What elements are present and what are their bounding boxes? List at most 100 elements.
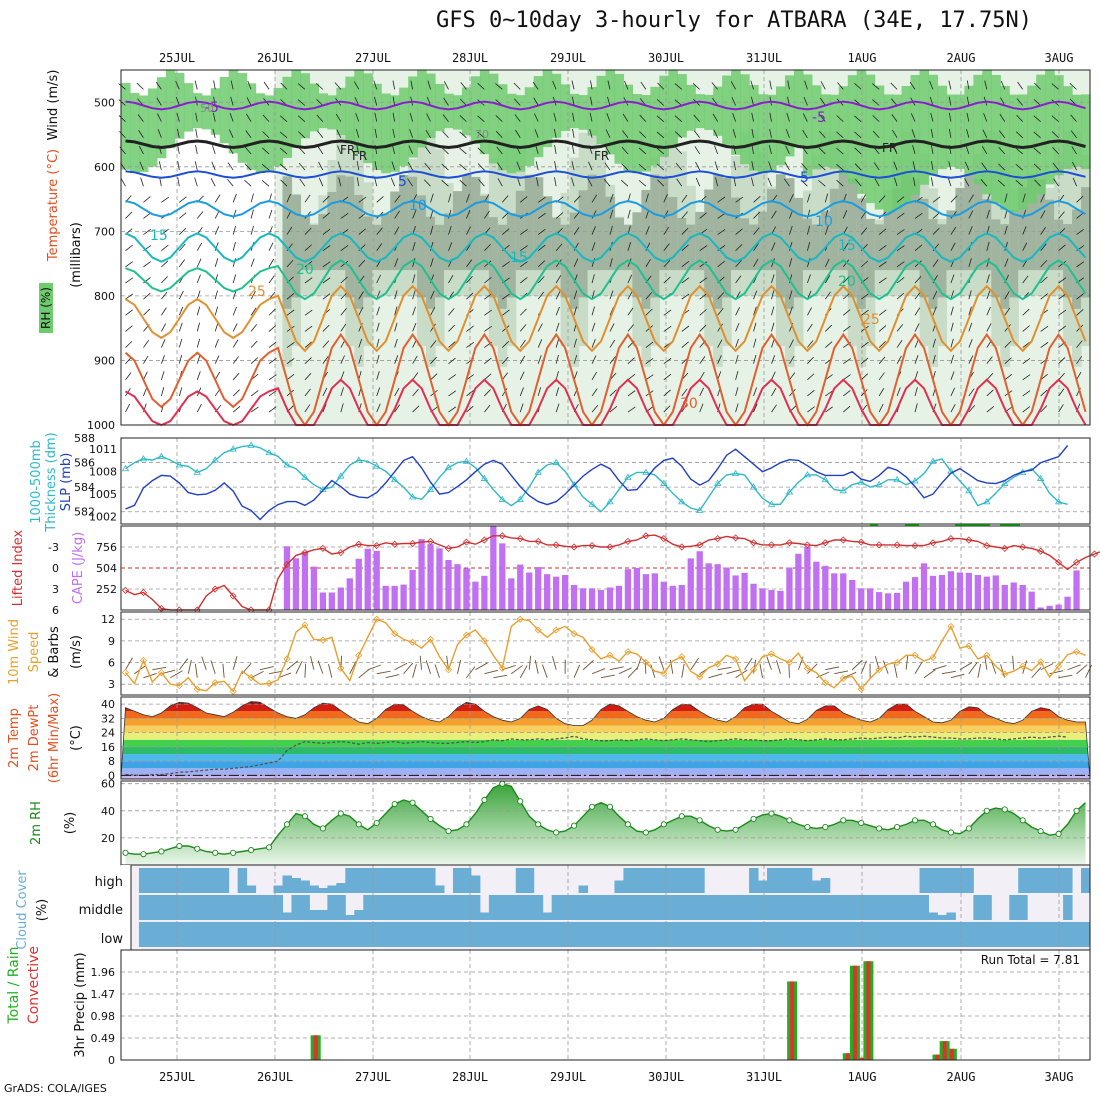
y-tick-label-left: 584 <box>74 481 95 494</box>
wind-barb <box>1012 655 1015 670</box>
wind-barb <box>358 338 363 348</box>
wind-barb <box>1058 244 1066 252</box>
wind-barb <box>408 145 413 155</box>
rh2m-line-marker <box>283 821 291 828</box>
wind-barb <box>656 131 665 139</box>
cape-bar <box>929 575 937 610</box>
wind-barb <box>430 209 434 219</box>
cape-bar <box>642 574 650 610</box>
thickness-line-marker <box>157 452 166 459</box>
temp2m-axis-label-c: (6hr Min/Max) <box>47 693 62 783</box>
wind-barb <box>892 129 898 138</box>
thickness-line-marker <box>552 458 560 465</box>
rh2m-line-marker <box>158 848 165 855</box>
rh-shade-green <box>524 87 535 166</box>
wind-barb <box>250 209 254 219</box>
wind-barb <box>555 243 563 251</box>
cloud-cell <box>758 922 768 947</box>
y-tick-label-left: 582 <box>74 506 95 519</box>
wind-barb <box>675 147 683 155</box>
wind-barb <box>227 162 234 171</box>
cloud-cell <box>417 922 427 947</box>
cloud-cell <box>802 868 813 893</box>
wind-barb <box>322 403 327 413</box>
wind-barb <box>663 389 671 397</box>
cape-bar <box>902 581 910 610</box>
wind-barb <box>484 357 492 364</box>
wind-barb <box>412 258 416 267</box>
cloud-row-high: high <box>95 875 123 890</box>
rh-shade-dark <box>1081 187 1091 298</box>
wind-barb <box>322 340 330 348</box>
temp-band <box>121 754 1090 762</box>
wind-barb <box>1004 209 1008 219</box>
cloud-cell <box>811 895 822 920</box>
rh-shade-dark <box>488 217 499 298</box>
lifted-index-line-marker <box>714 535 722 543</box>
thickness-line-marker <box>606 498 614 505</box>
wind-barb <box>336 129 342 138</box>
wind-barb <box>751 128 754 138</box>
wind-barb <box>735 259 742 268</box>
rh2m-area <box>125 783 1086 865</box>
wind-barb <box>842 276 850 284</box>
wind-barb <box>1076 293 1084 300</box>
cape-bar <box>454 564 461 610</box>
lifted-index-line-marker <box>426 537 435 545</box>
wind-barb <box>120 178 126 187</box>
rh2m-line-marker <box>499 780 506 787</box>
cloud-cell <box>659 868 669 893</box>
rh-shade-green <box>336 87 346 136</box>
wind-barb <box>767 177 772 187</box>
wind-barb <box>430 323 436 332</box>
wind-barb <box>519 371 525 380</box>
wind-speed-line-marker <box>444 666 453 674</box>
rh2m-line-marker <box>122 849 129 856</box>
wind-barb <box>263 81 270 90</box>
wind-speed-line-marker <box>1019 662 1027 670</box>
lifted-index-line-marker <box>732 534 740 542</box>
wind-barb <box>751 112 754 122</box>
cloud-cell <box>704 895 714 920</box>
temperature-contour <box>124 284 1087 353</box>
wind-barb <box>694 146 701 155</box>
lifted-index-line-marker <box>875 541 883 549</box>
cloud-cell <box>390 922 400 947</box>
cloud-cell <box>363 922 373 947</box>
cloud-cell <box>309 885 319 893</box>
wind-barb <box>232 389 240 397</box>
temperature-contour-label: -5 <box>205 100 219 116</box>
wind-barb <box>125 211 133 219</box>
wind-barb <box>477 83 485 90</box>
wind-barb <box>914 307 921 316</box>
wind-barb <box>735 307 741 316</box>
wind-barb <box>896 261 905 268</box>
wind-barb <box>484 210 490 219</box>
wind-barb <box>119 130 126 139</box>
wind-barb <box>340 212 349 219</box>
wind-barb <box>603 179 611 187</box>
wind-barb <box>244 146 252 155</box>
rh2m-line-marker <box>840 817 847 824</box>
cloud-cell <box>749 922 759 947</box>
wind-barb <box>806 193 811 203</box>
wind-barb <box>872 83 880 90</box>
lifted-index-line-marker <box>480 536 488 544</box>
wind-barb <box>717 666 732 671</box>
wind-speed-line-marker <box>355 651 363 659</box>
wind-barb <box>394 387 400 397</box>
cloud-cell <box>964 922 974 947</box>
thickness-line-marker <box>247 441 255 448</box>
lifted-index-line-marker <box>121 586 130 594</box>
wind-barb <box>730 81 736 90</box>
wind-barb <box>295 660 303 674</box>
wind-barb <box>1058 674 1073 679</box>
wind-barb <box>385 674 400 679</box>
temperature-contour-label: 25 <box>248 284 266 300</box>
wind-barb <box>279 131 288 139</box>
wind-barb <box>1000 97 1006 106</box>
wind-speed-line-marker <box>767 650 776 658</box>
thickness-line-marker <box>355 456 363 463</box>
wind-speed-line-marker <box>606 651 614 659</box>
